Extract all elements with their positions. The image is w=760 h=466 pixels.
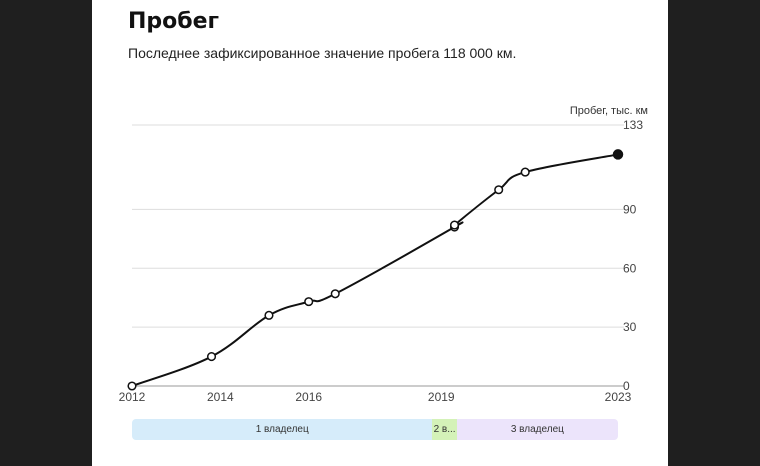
x-tick-label: 2014 — [207, 390, 234, 404]
mileage-line — [131, 153, 619, 387]
mileage-point[interactable] — [520, 167, 530, 177]
mileage-point[interactable] — [330, 289, 340, 299]
y-tick-label: 133 — [623, 118, 643, 132]
x-tick-label: 2012 — [119, 390, 146, 404]
mileage-point[interactable] — [206, 352, 217, 362]
mileage-point[interactable] — [304, 297, 314, 307]
mileage-card: Пробег Последнее зафиксированное значени… — [92, 0, 668, 466]
last-mileage-point[interactable] — [612, 149, 624, 160]
owner-segment[interactable]: 3 владелец — [456, 419, 618, 440]
mileage-point[interactable] — [127, 381, 137, 391]
owners-timeline: 1 владелец 2 в... 3 владелец — [128, 419, 619, 440]
mileage-subtitle: Последнее зафиксированное значение пробе… — [128, 45, 517, 61]
y-tick-label: 60 — [623, 261, 637, 275]
y-tick-label: 30 — [623, 320, 637, 334]
mileage-point[interactable] — [449, 220, 460, 230]
owner-segment[interactable]: 1 владелец — [132, 419, 433, 440]
y-tick-label: 0 — [623, 379, 630, 393]
mileage-point[interactable] — [494, 185, 504, 195]
mileage-point[interactable] — [264, 310, 274, 320]
x-tick-labels: 2012 2014 2016 2019 2023 — [119, 390, 632, 404]
chart-grid — [132, 124, 624, 387]
page-title: Пробег — [128, 9, 220, 34]
mileage-points — [127, 149, 624, 391]
y-tick-label: 90 — [623, 202, 637, 216]
x-tick-label: 2023 — [605, 390, 632, 404]
x-tick-label: 2019 — [428, 390, 455, 404]
y-tick-labels: 0 30 60 90 133 — [623, 118, 643, 393]
x-tick-label: 2016 — [295, 390, 322, 404]
y-axis-label: Пробег, тыс. км — [570, 105, 648, 117]
owner-segment[interactable]: 2 в... — [432, 419, 457, 440]
